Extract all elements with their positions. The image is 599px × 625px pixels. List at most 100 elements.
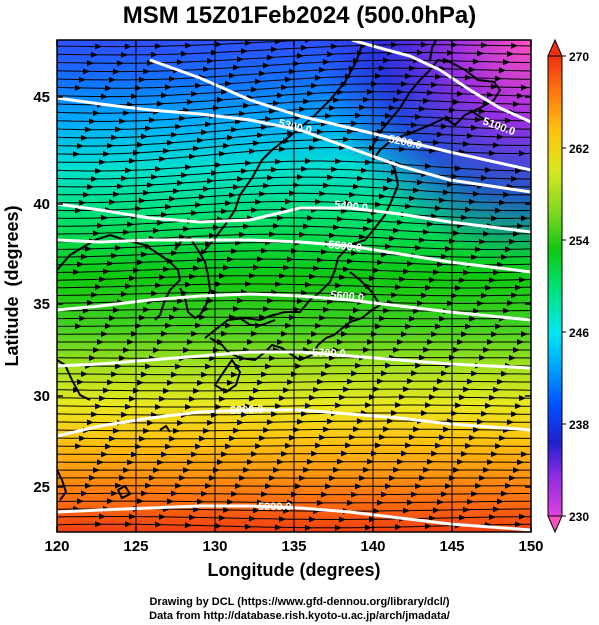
streamline-arrow: [307, 215, 314, 222]
streamline-arrow: [147, 419, 154, 426]
streamline-arrow: [209, 355, 216, 362]
streamline-arrow: [249, 395, 256, 402]
streamline-arrow: [207, 419, 214, 426]
streamline-arrow: [81, 490, 88, 497]
streamline-arrow: [287, 499, 294, 506]
streamline-arrow: [227, 498, 234, 505]
streamline-arrow: [373, 508, 380, 515]
streamline-arrow: [493, 506, 500, 513]
streamline-arrow: [517, 92, 524, 99]
streamline-arrow: [121, 411, 128, 418]
streamline-arrow: [129, 157, 136, 164]
streamline-arrow: [303, 98, 310, 105]
x-axis-title: Longitude (degrees): [207, 560, 380, 580]
streamline-arrow: [231, 371, 238, 378]
streamline-arrow: [257, 256, 264, 263]
streamline-arrow: [419, 354, 426, 361]
streamline-arrow: [93, 230, 100, 237]
streamline-arrow: [205, 363, 212, 370]
streamline-arrow: [337, 458, 344, 465]
streamline-arrow: [425, 523, 432, 530]
streamline-arrow: [125, 403, 132, 410]
streamline-arrow: [165, 443, 172, 450]
streamline-arrow: [325, 483, 332, 490]
streamline-arrow: [127, 459, 134, 466]
streamline-arrow: [261, 371, 268, 378]
streamline-arrow: [275, 403, 282, 410]
streamline-arrow: [271, 411, 278, 418]
streamline-arrow: [333, 97, 340, 104]
streamline-arrow: [327, 298, 334, 305]
x-axis-ticks: [56, 40, 532, 532]
streamline-arrow: [191, 330, 198, 337]
streamline-arrow: [513, 230, 520, 237]
streamline-arrow: [233, 305, 240, 312]
streamline-arrow: [315, 322, 322, 329]
streamline-arrow: [91, 51, 98, 58]
streamline-arrow: [233, 184, 240, 191]
streamline-arrow: [267, 297, 274, 304]
streamline-arrow: [397, 339, 404, 346]
streamline-arrow: [89, 354, 96, 361]
streamline-arrow: [469, 66, 476, 73]
streamline-arrow: [417, 49, 424, 56]
streamline-arrow: [123, 347, 130, 354]
streamline-arrow: [255, 78, 262, 85]
streamline-arrow: [407, 260, 414, 267]
streamline-arrow: [491, 83, 498, 90]
streamline-arrow: [415, 113, 422, 120]
streamline-arrow: [409, 195, 416, 202]
streamline-arrow: [103, 150, 110, 157]
streamline-arrow: [407, 378, 414, 385]
streamline-arrow: [427, 458, 434, 465]
colorbar-max-arrow: [547, 38, 563, 57]
streamline-arrow: [255, 443, 262, 450]
streamline-arrow: [263, 306, 270, 313]
streamline-arrow: [385, 243, 392, 250]
streamline-arrow: [427, 221, 434, 228]
streamline-arrow: [143, 306, 150, 313]
streamline-arrow: [219, 272, 226, 279]
streamline-arrow: [263, 427, 270, 434]
streamline-arrow: [161, 330, 168, 337]
streamline-arrow: [509, 474, 516, 481]
streamline-arrow: [125, 43, 132, 50]
streamline-arrow: [489, 277, 496, 284]
streamline-arrow: [513, 101, 520, 108]
streamline-arrow: [399, 276, 406, 283]
streamline-arrow: [189, 273, 196, 280]
streamline-arrow: [257, 132, 264, 139]
streamline-arrow: [233, 64, 240, 71]
figure-title: MSM 15Z01Feb2024 (500.0hPa): [122, 2, 477, 29]
streamline-arrow: [409, 315, 416, 322]
streamline-arrow: [463, 269, 470, 276]
streamline-arrow: [161, 92, 168, 99]
streamline-arrow: [265, 363, 272, 370]
x-tick-label: 150: [518, 538, 543, 555]
x-tick-label: 125: [123, 538, 148, 555]
streamline-arrow: [339, 274, 346, 281]
streamline-arrow: [149, 474, 156, 481]
streamline-arrow: [137, 379, 144, 386]
streamline-arrow: [165, 84, 172, 91]
streamline-arrow: [467, 378, 474, 385]
streamline-arrow: [237, 419, 244, 426]
streamline-arrow: [427, 89, 434, 96]
streamline-arrow: [171, 490, 178, 497]
streamline-arrow: [381, 251, 388, 258]
y-tick-label: 35: [33, 296, 50, 313]
streamline-arrow: [323, 59, 330, 66]
x-tick-label: 135: [281, 538, 306, 555]
streamline-arrow: [413, 307, 420, 314]
streamline-arrow: [319, 434, 326, 441]
streamline-arrow: [289, 190, 296, 197]
streamline-arrow: [415, 362, 422, 369]
streamline-arrow: [167, 379, 174, 386]
streamline-arrow: [157, 219, 164, 226]
streamline-arrow: [79, 435, 86, 442]
streamline-arrow: [429, 147, 436, 154]
streamline-arrow: [219, 395, 226, 402]
streamline-arrow: [489, 514, 496, 521]
streamline-arrow: [511, 175, 518, 182]
streamline-arrow: [495, 323, 502, 330]
